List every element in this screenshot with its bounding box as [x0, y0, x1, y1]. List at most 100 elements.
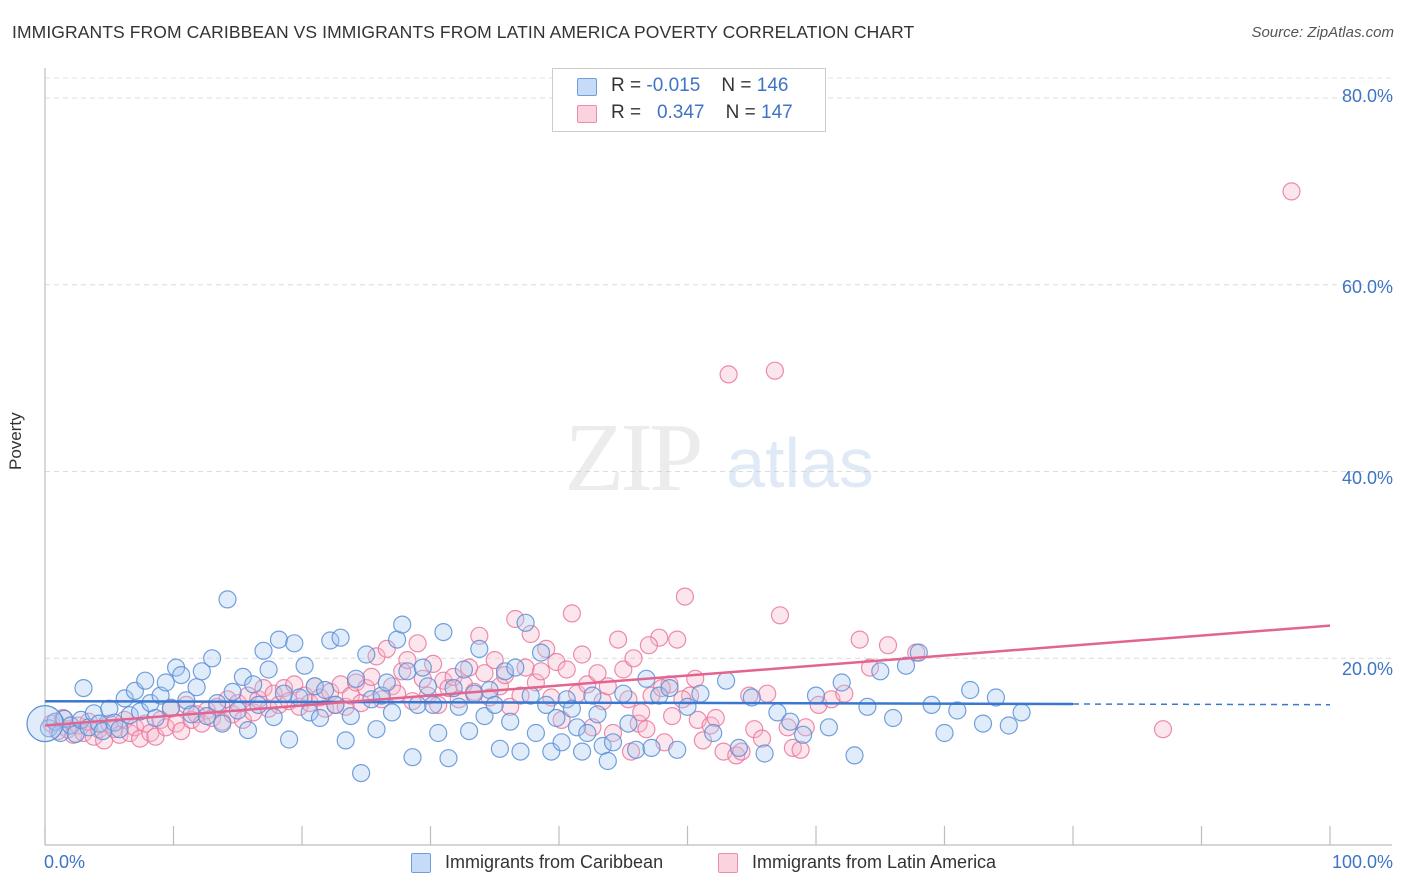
point-latin-america — [424, 654, 443, 674]
point-caribbean — [208, 693, 227, 713]
x-tick-label-100: 100.0% — [1331, 852, 1393, 872]
point-caribbean — [285, 634, 304, 653]
point-latin-america — [637, 720, 656, 739]
point-caribbean — [269, 630, 288, 649]
stats-n-value: 146 — [756, 75, 789, 96]
point-caribbean — [547, 708, 566, 728]
point-caribbean — [495, 662, 515, 681]
point-caribbean — [316, 680, 335, 700]
point-caribbean — [642, 738, 661, 758]
point-caribbean — [110, 720, 129, 739]
point-caribbean — [619, 714, 638, 733]
stats-n-value: 147 — [761, 102, 793, 123]
point-caribbean — [156, 673, 175, 692]
point-latin-america — [531, 662, 551, 681]
point-caribbean — [254, 641, 273, 660]
point-caribbean — [588, 705, 607, 724]
legend-label-latin-america: Immigrants from Latin America — [752, 852, 997, 872]
point-caribbean — [424, 695, 443, 715]
legend-swatch-caribbean — [411, 853, 431, 873]
point-caribbean — [526, 723, 546, 743]
point-latin-america — [572, 645, 592, 664]
point-caribbean — [691, 684, 710, 703]
point-caribbean — [567, 718, 587, 737]
point-caribbean — [793, 725, 813, 744]
point-caribbean — [382, 703, 402, 722]
point-caribbean — [321, 631, 340, 650]
point-caribbean — [626, 740, 646, 759]
point-caribbean — [572, 742, 592, 761]
trend-line-caribbean — [44, 699, 1074, 706]
stats-r-label: R = — [611, 102, 642, 123]
point-caribbean — [177, 691, 196, 710]
point-caribbean — [704, 723, 723, 743]
point-latin-america — [377, 639, 396, 659]
y-tick-label-60: 60.0% — [1341, 277, 1393, 297]
point-caribbean — [506, 658, 525, 677]
grid-lines — [45, 77, 1392, 659]
point-latin-america — [136, 714, 155, 733]
point-latin-america — [719, 365, 738, 384]
point-latin-america — [238, 686, 258, 705]
point-caribbean — [871, 662, 890, 681]
point-caribbean — [280, 730, 299, 749]
point-latin-america — [860, 658, 880, 677]
point-caribbean — [398, 662, 417, 681]
point-latin-america — [357, 678, 376, 698]
point-latin-america — [639, 636, 659, 655]
legend-swatch-latin-america — [718, 853, 738, 873]
point-latin-america — [662, 706, 682, 726]
point-caribbean — [249, 695, 268, 715]
point-caribbean — [922, 695, 941, 715]
point-latin-america — [650, 628, 669, 647]
point-caribbean — [74, 678, 93, 698]
point-latin-america — [1282, 182, 1301, 201]
point-caribbean — [367, 720, 386, 739]
point-latin-america — [770, 606, 790, 625]
point-caribbean — [290, 688, 309, 707]
point-caribbean — [490, 739, 509, 758]
point-caribbean — [660, 678, 679, 698]
point-caribbean — [832, 673, 851, 692]
point-caribbean — [973, 714, 993, 733]
stats-r-value: -0.015 — [646, 75, 701, 96]
point-caribbean — [516, 613, 535, 632]
point-latin-america — [172, 721, 191, 741]
stats-n-label: N = — [721, 75, 752, 96]
point-caribbean — [1012, 703, 1031, 722]
point-latin-america — [745, 720, 764, 739]
point-latin-america — [675, 587, 695, 606]
point-caribbean — [326, 695, 345, 715]
point-caribbean — [819, 718, 839, 737]
trend-lines — [44, 624, 1331, 727]
point-latin-america — [485, 650, 504, 670]
point-caribbean — [244, 675, 263, 694]
point-caribbean — [352, 763, 371, 783]
y-tick-label-40: 40.0% — [1341, 468, 1393, 488]
point-caribbean — [434, 622, 453, 642]
point-caribbean — [454, 660, 473, 679]
point-latin-america — [475, 664, 494, 683]
point-caribbean — [413, 658, 432, 677]
point-latin-america — [506, 609, 525, 629]
point-caribbean — [537, 695, 556, 715]
point-caribbean — [331, 628, 350, 647]
series-caribbean — [26, 590, 1031, 783]
point-latin-america — [752, 729, 772, 748]
point-latin-america — [668, 630, 687, 649]
point-caribbean — [403, 748, 422, 767]
point-caribbean — [578, 723, 597, 743]
point-latin-america — [562, 604, 582, 623]
point-caribbean — [310, 708, 330, 728]
point-caribbean — [531, 643, 551, 662]
point-latin-america — [156, 718, 175, 737]
point-latin-america — [516, 658, 535, 677]
point-latin-america — [254, 678, 273, 698]
point-caribbean — [223, 682, 242, 702]
y-tick-label-20: 20.0% — [1341, 659, 1393, 679]
point-latin-america — [439, 678, 458, 698]
point-latin-america — [557, 660, 576, 679]
point-caribbean — [238, 720, 258, 740]
point-caribbean — [742, 688, 761, 707]
